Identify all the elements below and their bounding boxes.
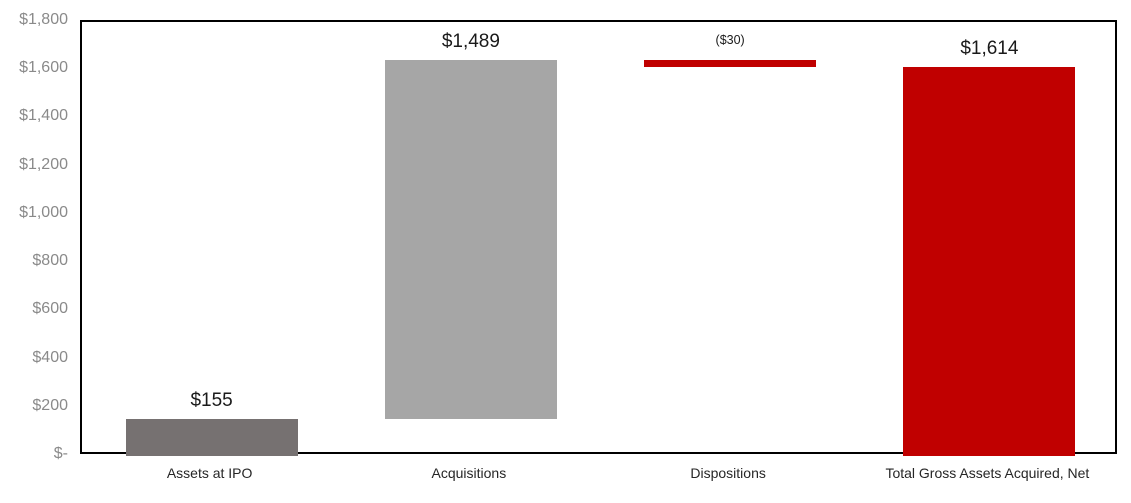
data-label-dispositions: ($30) <box>715 32 745 47</box>
x-category-label-assets-at-ipo: Assets at IPO <box>166 465 253 481</box>
y-tick-label: $600 <box>32 300 68 318</box>
y-tick-label: $1,400 <box>19 107 68 125</box>
x-category-label-dispositions: Dispositions <box>690 465 766 481</box>
bar-dispositions <box>644 59 817 67</box>
plot-area: $155 $1,489 ($30) $1,614 <box>80 20 1117 456</box>
x-category-label-total-gross-assets-acquired-net: Total Gross Assets Acquired, Net <box>885 465 1090 481</box>
y-tick-label: $400 <box>32 348 68 366</box>
y-tick-label: $1,200 <box>19 155 68 173</box>
bar-assets-at-ipo <box>125 418 298 456</box>
data-label-total-gross-assets-acquired-net: $1,614 <box>960 37 1019 59</box>
bar-total-gross-assets-acquired-net <box>903 66 1076 456</box>
y-tick-label: $200 <box>32 396 68 414</box>
y-tick-label: $800 <box>32 252 68 270</box>
y-tick-label: $1,000 <box>19 203 68 221</box>
data-label-acquisitions: $1,489 <box>441 30 500 52</box>
y-tick-label: $1,600 <box>19 59 68 77</box>
y-tick-label: $1,800 <box>19 11 68 28</box>
data-label-assets-at-ipo: $155 <box>190 389 233 411</box>
y-tick-label: $- <box>53 445 68 462</box>
x-category-label-acquisitions: Acquisitions <box>431 465 507 481</box>
bar-acquisitions <box>384 59 557 419</box>
